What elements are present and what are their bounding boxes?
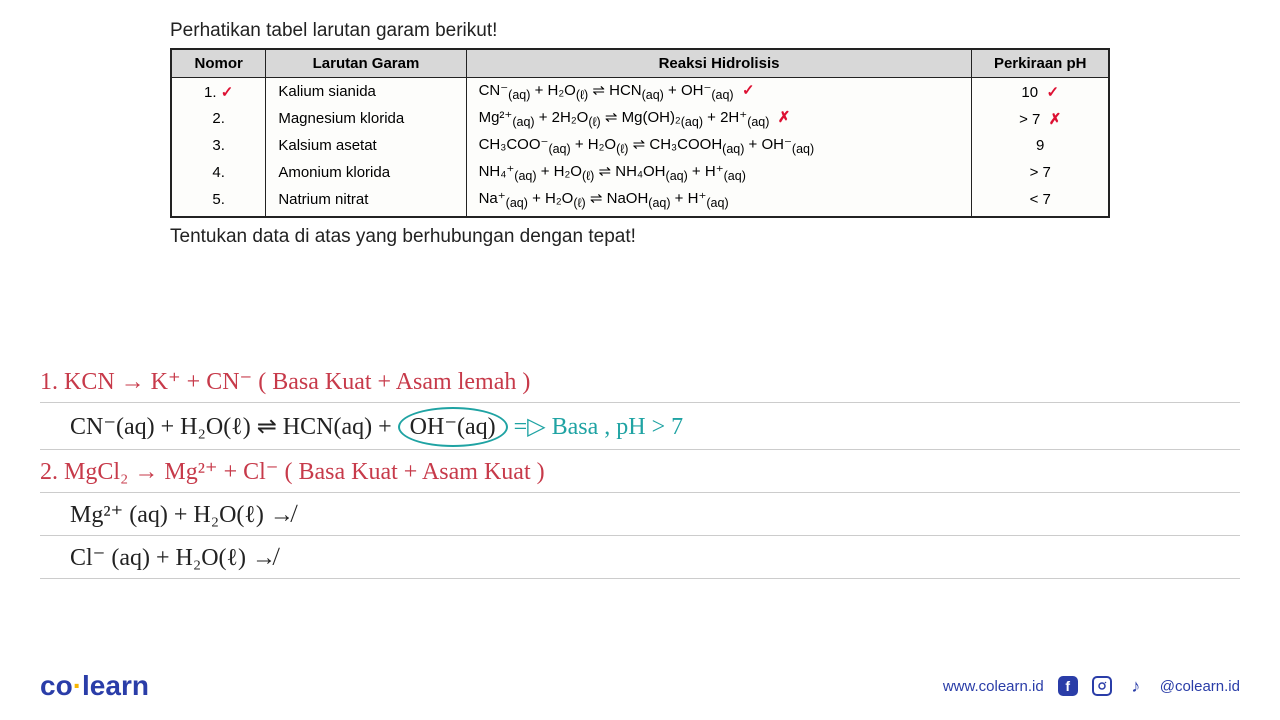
hw-line-2: CN⁻(aq) + H₂O(ℓ) ⇌ HCN(aq) + OH⁻(aq) =▷ … (40, 403, 1240, 450)
header-nomor: Nomor (171, 49, 266, 78)
hw-line-5: Cl⁻ (aq) + H₂O(ℓ) ↛ (40, 536, 1240, 579)
hw-line-4: Mg²⁺ (aq) + H₂O(ℓ) ↛ (40, 493, 1240, 536)
table-row: 5.Natrium nitratNa⁺(aq) + H₂O(ℓ) ⇌ NaOH(… (171, 186, 1109, 217)
table-row: 3.Kalsium asetatCH₃COO⁻(aq) + H₂O(ℓ) ⇌ C… (171, 132, 1109, 159)
cell-larutan: Kalium sianida (266, 78, 466, 106)
problem-title: Perhatikan tabel larutan garam berikut! (170, 20, 1110, 42)
cell-larutan: Magnesium klorida (266, 105, 466, 132)
cell-ph: 9 (972, 132, 1109, 159)
cell-ph: > 7 (972, 159, 1109, 186)
cell-reaksi: Na⁺(aq) + H₂O(ℓ) ⇌ NaOH(aq) + H⁺(aq) (466, 186, 972, 217)
cell-ph: > 7 ✗ (972, 105, 1109, 132)
instruction-text: Tentukan data di atas yang berhubungan d… (170, 226, 1110, 248)
cell-ph: 10 ✓ (972, 78, 1109, 106)
brand-learn: learn (82, 670, 149, 701)
hw-line-3: 2. MgCl₂ → Mg²⁺ + Cl⁻ ( Basa Kuat + Asam… (40, 450, 1240, 493)
brand-dot: · (73, 670, 82, 701)
hw-line-2-teal: =▷ Basa , pH > 7 (514, 414, 684, 440)
cell-larutan: Kalsium asetat (266, 132, 466, 159)
cell-larutan: Natrium nitrat (266, 186, 466, 217)
cell-num: 1. ✓ (171, 78, 266, 106)
header-ph: Perkiraan pH (972, 49, 1109, 78)
cell-num: 4. (171, 159, 266, 186)
brand-logo: co·learn (40, 670, 149, 702)
footer-right: www.colearn.id f ♪ @colearn.id (943, 676, 1240, 696)
cell-num: 5. (171, 186, 266, 217)
tiktok-icon: ♪ (1126, 676, 1146, 696)
cell-larutan: Amonium klorida (266, 159, 466, 186)
salt-table: Nomor Larutan Garam Reaksi Hidrolisis Pe… (170, 48, 1110, 218)
footer-url: www.colearn.id (943, 678, 1044, 695)
footer-handle: @colearn.id (1160, 678, 1240, 695)
cell-reaksi: CN⁻(aq) + H₂O(ℓ) ⇌ HCN(aq) + OH⁻(aq) ✓ (466, 78, 972, 106)
hw-line-1: 1. KCN → K⁺ + CN⁻ ( Basa Kuat + Asam lem… (40, 360, 1240, 403)
footer: co·learn www.colearn.id f ♪ @colearn.id (0, 670, 1280, 702)
cell-reaksi: CH₃COO⁻(aq) + H₂O(ℓ) ⇌ CH₃COOH(aq) + OH⁻… (466, 132, 972, 159)
header-reaksi: Reaksi Hidrolisis (466, 49, 972, 78)
header-larutan: Larutan Garam (266, 49, 466, 78)
table-row: 1. ✓Kalium sianidaCN⁻(aq) + H₂O(ℓ) ⇌ HCN… (171, 78, 1109, 106)
hw-line-2-circled: OH⁻(aq) (398, 407, 508, 447)
handwriting-block: 1. KCN → K⁺ + CN⁻ ( Basa Kuat + Asam lem… (40, 360, 1240, 579)
instagram-icon (1092, 676, 1112, 696)
table-row: 4.Amonium kloridaNH₄⁺(aq) + H₂O(ℓ) ⇌ NH₄… (171, 159, 1109, 186)
cell-reaksi: NH₄⁺(aq) + H₂O(ℓ) ⇌ NH₄OH(aq) + H⁺(aq) (466, 159, 972, 186)
cell-ph: < 7 (972, 186, 1109, 217)
table-row: 2.Magnesium kloridaMg²⁺(aq) + 2H₂O(ℓ) ⇌ … (171, 105, 1109, 132)
hw-line-2-left: CN⁻(aq) + H₂O(ℓ) ⇌ HCN(aq) + (70, 414, 392, 440)
facebook-icon: f (1058, 676, 1078, 696)
cell-num: 3. (171, 132, 266, 159)
cell-num: 2. (171, 105, 266, 132)
cell-reaksi: Mg²⁺(aq) + 2H₂O(ℓ) ⇌ Mg(OH)₂(aq) + 2H⁺(a… (466, 105, 972, 132)
brand-co: co (40, 670, 73, 701)
